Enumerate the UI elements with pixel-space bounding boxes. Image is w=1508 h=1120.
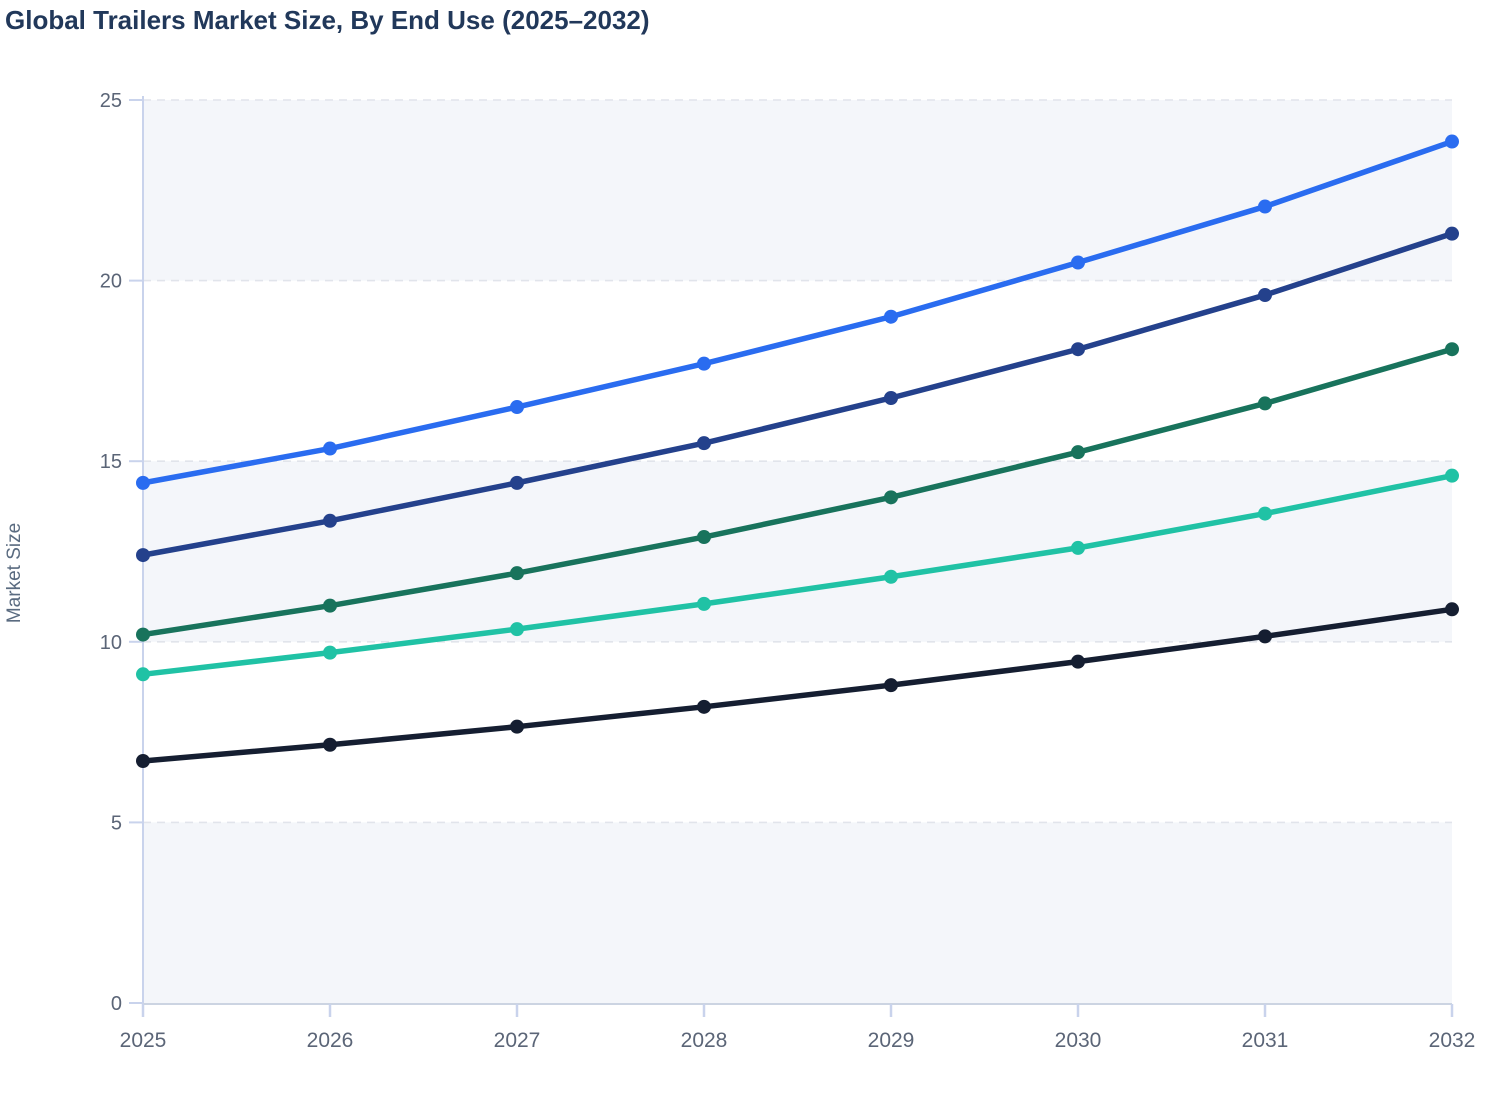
data-point-marker-blue <box>323 441 337 456</box>
data-point-marker-black <box>1071 654 1085 669</box>
data-point-marker-black <box>1258 629 1272 644</box>
x-tick-label: 2029 <box>868 1029 915 1052</box>
y-tick-label: 5 <box>111 812 122 834</box>
data-point-marker-navy <box>1258 288 1272 303</box>
data-point-marker-dark-green <box>136 627 150 642</box>
data-point-marker-black <box>136 753 150 768</box>
x-tick-label: 2030 <box>1055 1029 1102 1052</box>
data-point-marker-dark-green <box>697 530 711 545</box>
data-point-marker-teal <box>697 596 711 611</box>
data-point-marker-dark-green <box>1445 342 1459 357</box>
data-point-marker-navy <box>1071 342 1085 357</box>
series-line-navy <box>140 230 1455 558</box>
x-tick-label: 2026 <box>307 1029 354 1052</box>
data-point-marker-navy <box>510 475 524 490</box>
data-point-marker-blue <box>1445 134 1459 149</box>
data-point-marker-teal <box>1258 506 1272 521</box>
data-point-marker-blue <box>884 309 898 324</box>
data-point-marker-blue <box>1258 199 1272 214</box>
data-point-marker-dark-green <box>323 598 337 613</box>
data-point-marker-blue <box>697 356 711 371</box>
data-point-marker-dark-green <box>1071 445 1085 460</box>
x-tick-label: 2027 <box>494 1029 541 1052</box>
data-point-marker-navy <box>1445 226 1459 241</box>
series-line-dark-green <box>140 346 1455 638</box>
x-tick-label: 2032 <box>1429 1029 1476 1052</box>
y-tick-label: 10 <box>100 632 122 654</box>
data-point-marker-navy <box>884 390 898 405</box>
data-point-marker-black <box>323 737 337 752</box>
data-point-marker-black <box>510 719 524 734</box>
x-tick-label: 2028 <box>681 1029 728 1052</box>
data-point-marker-black <box>697 699 711 714</box>
data-point-marker-teal <box>510 622 524 637</box>
data-point-marker-blue <box>510 400 524 415</box>
data-point-marker-teal <box>1445 468 1459 483</box>
plot-band <box>143 461 1452 642</box>
y-tick-label: 20 <box>100 271 122 293</box>
y-tick-label: 25 <box>100 90 122 112</box>
data-point-marker-teal <box>323 645 337 660</box>
data-point-marker-black <box>884 678 898 693</box>
series-line-teal <box>140 472 1455 678</box>
data-point-marker-navy <box>697 436 711 451</box>
plot-band <box>143 822 1452 1003</box>
data-point-marker-black <box>1445 602 1459 617</box>
x-tick-label: 2025 <box>120 1029 167 1052</box>
data-point-marker-teal <box>136 667 150 682</box>
x-tick-label: 2031 <box>1242 1029 1289 1052</box>
data-point-marker-navy <box>323 513 337 528</box>
series-line-black <box>140 606 1455 764</box>
chart-title: Global Trailers Market Size, By End Use … <box>5 5 650 35</box>
data-point-marker-teal <box>1071 540 1085 555</box>
data-point-marker-dark-green <box>510 566 524 581</box>
data-point-marker-teal <box>884 569 898 584</box>
data-point-marker-dark-green <box>884 490 898 505</box>
y-axis-title: Market Size <box>4 523 25 623</box>
series-line-blue <box>140 138 1455 486</box>
y-tick-label: 0 <box>111 993 122 1015</box>
data-point-marker-blue <box>136 475 150 490</box>
plot-band <box>143 100 1452 281</box>
data-point-marker-navy <box>136 548 150 563</box>
data-point-marker-blue <box>1071 255 1085 270</box>
y-tick-label: 15 <box>100 451 122 473</box>
data-point-marker-dark-green <box>1258 396 1272 411</box>
